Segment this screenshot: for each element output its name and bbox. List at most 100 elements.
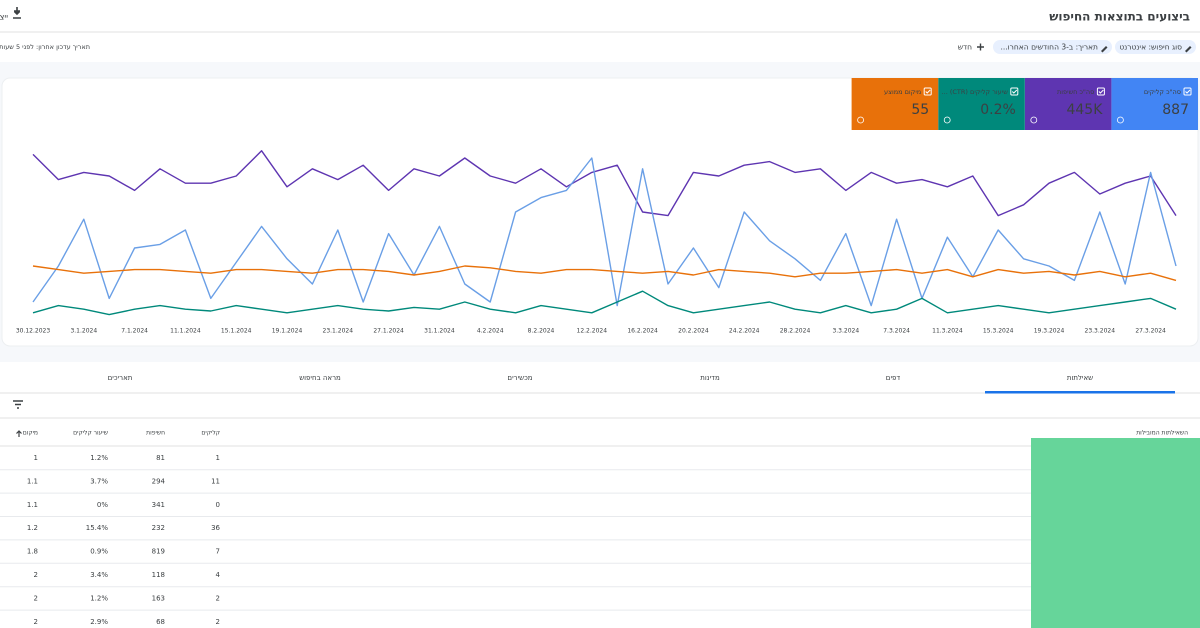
filter-chip-label[interactable]: סוג חיפוש: אינטרנט [1119, 43, 1182, 52]
table-cell: 819 [152, 548, 165, 556]
metric-checkbox [1096, 87, 1105, 96]
table-cell: 81 [156, 454, 165, 462]
redaction-block [1031, 438, 1200, 628]
table-cell: 2 [34, 594, 38, 602]
tab[interactable]: דפים [886, 374, 901, 382]
column-header[interactable]: מיקום [23, 430, 38, 437]
metric-checkbox [923, 87, 932, 96]
x-tick-label: 7.3.2024 [883, 328, 910, 335]
help-icon[interactable] [1117, 116, 1124, 124]
metric-card[interactable] [851, 78, 939, 130]
x-tick-label: 27.1.2024 [373, 328, 404, 335]
x-tick-label: 3.3.2024 [832, 328, 859, 335]
table-cell: 1.2% [90, 454, 108, 462]
check-mark [1185, 89, 1191, 94]
check-mark [1098, 89, 1104, 94]
metric-checkbox [1183, 87, 1192, 96]
table-cell: 3.7% [90, 477, 108, 485]
table-cell: 15.4% [86, 524, 109, 532]
help-icon[interactable] [857, 116, 864, 124]
table-cell: 232 [152, 524, 165, 532]
sort-arrow[interactable] [16, 430, 22, 437]
series-line [32, 290, 1177, 316]
table-cell: 4 [216, 571, 221, 579]
x-tick-label: 27.3.2024 [1135, 328, 1166, 335]
x-tick-label: 12.2.2024 [577, 328, 608, 335]
series-line [32, 150, 1177, 217]
metric-value: 0.2% [980, 102, 1016, 118]
export-label[interactable]: ייצוא [0, 13, 8, 22]
table-card [0, 362, 1200, 628]
table-cell: 2.9% [90, 618, 108, 626]
table-cell: 3.4% [90, 571, 108, 579]
series-line [32, 157, 1177, 307]
metric-label: שיעור קליקים (CTR) ... [942, 88, 1009, 96]
filter-icon[interactable] [13, 400, 23, 409]
x-tick-label: 15.1.2024 [221, 328, 252, 335]
table-cell: 294 [152, 477, 166, 485]
column-header[interactable]: חשיפות [146, 430, 165, 437]
last-updated: תאריך עדכון אחרון: לפני 5 שעות [0, 43, 90, 51]
column-header[interactable]: שיעור קליקים [73, 430, 108, 437]
table-cell: 7 [216, 548, 220, 556]
table-cell: 1.2% [90, 594, 108, 602]
table-cell: 2 [216, 594, 220, 602]
download-glyph [13, 7, 21, 19]
tab[interactable]: מדינות [700, 374, 720, 382]
x-tick-label: 11.1.2024 [170, 328, 201, 335]
x-tick-label: 11.3.2024 [932, 328, 963, 335]
metric-label: סה"כ קליקים [1144, 88, 1181, 96]
edit-icon [1101, 46, 1108, 53]
download-icon[interactable] [13, 7, 21, 19]
filter-chip-label[interactable]: תאריך: ב-3 החודשים האחרו... [1000, 43, 1098, 52]
table-cell: 1.1 [27, 477, 38, 485]
table-cell: 36 [211, 524, 220, 532]
filter-glyph [13, 400, 23, 409]
table-cell: 1.8 [27, 548, 38, 556]
table-cell: 163 [152, 594, 165, 602]
table-cell: 2 [34, 618, 38, 626]
tab[interactable]: מראה בחיפוש [299, 374, 341, 382]
add-icon[interactable] [977, 43, 984, 51]
x-tick-label: 3.1.2024 [70, 328, 97, 335]
tab[interactable]: מכשירים [507, 374, 532, 382]
table-cell: 0.9% [90, 548, 108, 556]
metric-value: 55 [911, 102, 929, 118]
x-tick-label: 30.12.2023 [16, 328, 51, 335]
table-cell: 2 [34, 571, 38, 579]
x-tick-label: 23.1.2024 [323, 328, 354, 335]
x-tick-label: 7.1.2024 [121, 328, 148, 335]
x-tick-label: 23.3.2024 [1085, 328, 1116, 335]
column-header[interactable]: קליקים [201, 430, 220, 437]
series-line [32, 265, 1177, 282]
table-cell: 118 [152, 571, 165, 579]
x-tick-label: 28.2.2024 [780, 328, 811, 335]
table-cell: 1.1 [27, 501, 38, 509]
table-cell: 1 [216, 454, 220, 462]
table-cell: 1.2 [27, 524, 38, 532]
filter-chip[interactable] [993, 40, 1112, 54]
page-title: ביצועים בתוצאות החיפוש [1049, 10, 1190, 24]
metric-card[interactable] [938, 78, 1025, 130]
new-filter[interactable]: חדש [958, 43, 972, 52]
active-tab-indicator [985, 391, 1175, 394]
x-tick-label: 15.3.2024 [983, 328, 1014, 335]
column-header: השאילתות המובילות [1136, 430, 1188, 437]
tab[interactable]: שאילתות [1067, 374, 1093, 382]
x-tick-label: 16.2.2024 [627, 328, 658, 335]
help-icon[interactable] [1030, 116, 1038, 124]
table-cell: 1 [34, 454, 38, 462]
metric-card[interactable] [1111, 78, 1198, 130]
tab[interactable]: תאריכים [108, 374, 133, 382]
metric-card[interactable] [1024, 78, 1112, 130]
filter-chip[interactable] [1115, 40, 1196, 54]
x-tick-label: 20.2.2024 [678, 328, 709, 335]
metric-value: 445K [1066, 102, 1103, 118]
help-icon[interactable] [943, 116, 951, 124]
table-cell: 68 [156, 618, 165, 626]
metric-value: 887 [1162, 102, 1189, 118]
chart-card [1, 77, 1199, 347]
table-cell: 2 [216, 618, 220, 626]
